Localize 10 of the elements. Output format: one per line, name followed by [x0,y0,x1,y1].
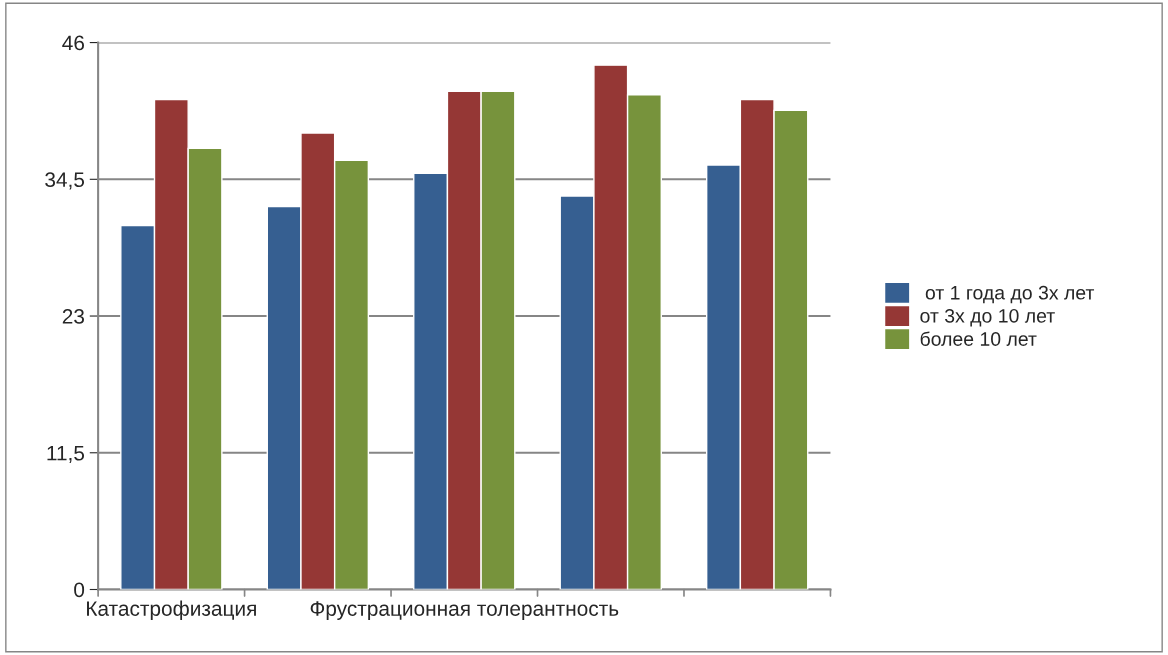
x-tick-label: Катастрофизация [87,600,256,621]
y-tick-label: 23 [62,309,84,324]
legend-label: более 10 лет [920,331,1037,346]
x-tick-label: Фрустрационная толерантность [310,601,619,621]
y-tick-label: 46 [62,35,84,51]
legend-label: от 3х до 10 лет [920,308,1055,327]
y-tick-label: 0 [74,582,85,598]
y-tick-label: 34,5 [45,172,85,190]
y-tick-label: 11,5 [47,445,85,463]
legend-label: от 1 года до 3х лет [925,285,1095,304]
